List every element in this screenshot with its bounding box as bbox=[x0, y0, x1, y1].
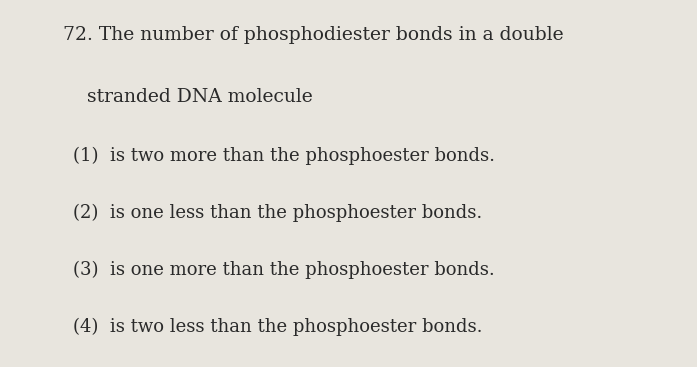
Text: (2)  is one less than the phosphoester bonds.: (2) is one less than the phosphoester bo… bbox=[73, 204, 482, 222]
Text: 72. The number of phosphodiester bonds in a double: 72. The number of phosphodiester bonds i… bbox=[63, 26, 563, 44]
Text: (4)  is two less than the phosphoester bonds.: (4) is two less than the phosphoester bo… bbox=[73, 317, 483, 336]
Text: stranded DNA molecule: stranded DNA molecule bbox=[87, 88, 313, 106]
Text: (1)  is two more than the phosphoester bonds.: (1) is two more than the phosphoester bo… bbox=[73, 147, 495, 165]
Text: (3)  is one more than the phosphoester bonds.: (3) is one more than the phosphoester bo… bbox=[73, 261, 495, 279]
